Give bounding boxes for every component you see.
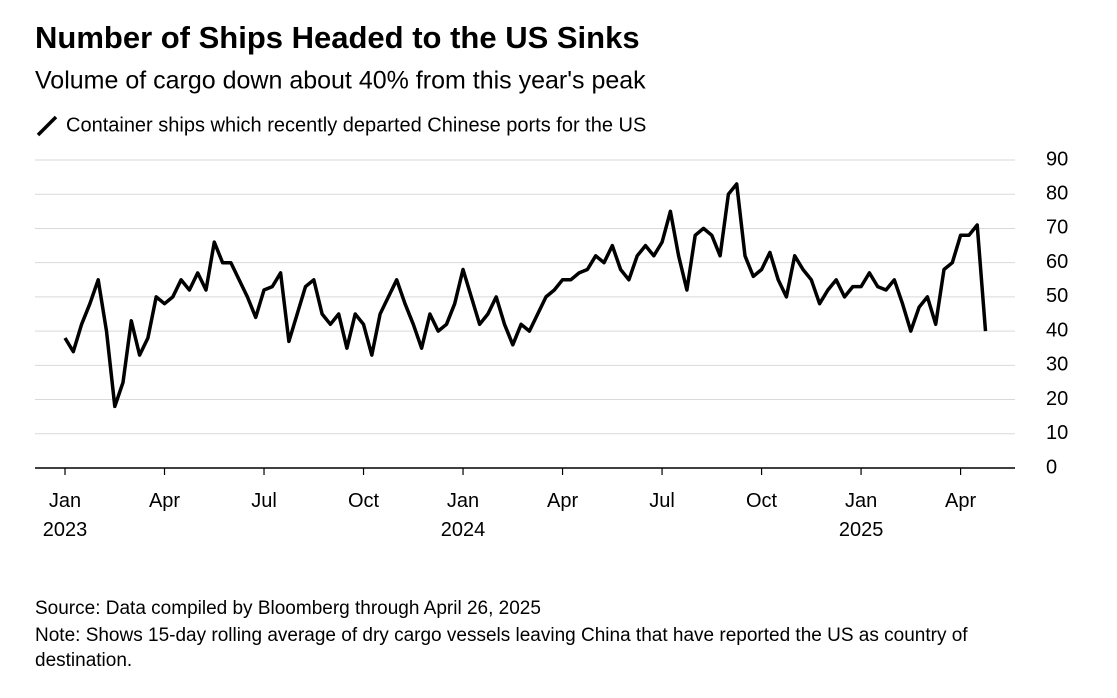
x-tick-label: Oct <box>348 490 380 512</box>
note: Note: Shows 15-day rolling average of dr… <box>35 625 968 671</box>
chart-title: Number of Ships Headed to the US Sinks <box>35 20 640 55</box>
legend-label: Container ships which recently departed … <box>66 114 646 136</box>
x-tick-label: Apr <box>547 490 578 512</box>
data-line <box>63 182 988 409</box>
x-tick-label: Jul <box>251 490 277 512</box>
x-tick-label: Jan 2025 <box>839 490 884 541</box>
x-tick-label: Oct <box>746 490 778 512</box>
x-tick-label: Jan 2024 <box>441 490 486 541</box>
y-tick-label: 60 <box>1046 251 1068 273</box>
source: Source: Data compiled by Bloomberg throu… <box>35 598 541 619</box>
y-tick-label: 90 <box>1046 148 1068 170</box>
x-tick-label: Jan 2023 <box>43 490 88 541</box>
y-tick-label: 20 <box>1046 388 1068 410</box>
y-tick-label: 50 <box>1046 285 1068 307</box>
x-tick-label: Apr <box>945 490 976 512</box>
x-tick-label: Apr <box>149 490 180 512</box>
chart-subtitle: Volume of cargo down about 40% from this… <box>35 67 646 95</box>
y-tick-label: 70 <box>1046 217 1068 239</box>
y-tick-label: 40 <box>1046 319 1068 341</box>
legend-swatch <box>36 115 58 137</box>
y-tick-label: 80 <box>1046 183 1068 205</box>
x-tick-label: Jul <box>649 490 675 512</box>
y-tick-label: 30 <box>1046 354 1068 376</box>
y-tick-label: 0 <box>1046 456 1057 478</box>
y-tick-label: 10 <box>1046 422 1068 444</box>
